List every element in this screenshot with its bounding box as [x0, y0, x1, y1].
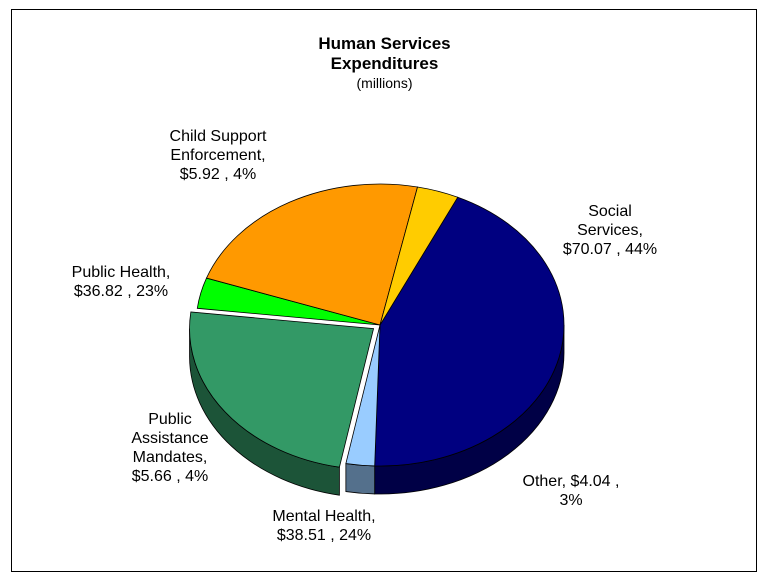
pie-slice-social-services	[374, 196, 565, 467]
data-label-line: $70.07 , 44%	[563, 241, 657, 258]
data-label-line: Mental Health,	[272, 508, 375, 525]
data-label-other: Other, $4.04 , 3%	[523, 473, 620, 509]
data-label-line: Assistance	[131, 430, 208, 447]
pie-tops	[189, 183, 565, 468]
data-label-public-health: Public Health, $36.82 , 23%	[72, 264, 171, 300]
data-label-line: Social	[588, 203, 632, 220]
pie-slice-mental-health	[189, 311, 375, 468]
data-label-line: 3%	[559, 492, 582, 509]
data-label-line: Other, $4.04 ,	[523, 473, 620, 490]
data-label-mental-health: Mental Health, $38.51 , 24%	[272, 508, 375, 544]
data-label-line: $38.51 , 24%	[277, 527, 371, 544]
data-label-public-assistance-mandates: Public Assistance Mandates, $5.66 , 4%	[131, 411, 208, 485]
pie-slice-other	[345, 324, 381, 467]
data-label-line: Child Support	[170, 128, 268, 145]
data-label-line: Services,	[577, 222, 643, 239]
pie-labels: Social Services, $70.07 , 44% Other, $4.04 …	[72, 128, 658, 544]
data-label-child-support-enforcement: Child Support Enforcement, $5.92 , 4%	[170, 128, 268, 183]
data-label-social-services: Social Services, $70.07 , 44%	[563, 203, 657, 258]
pie-side-other	[345, 463, 376, 495]
data-label-line: $5.66 , 4%	[132, 468, 209, 485]
data-label-line: $5.92 , 4%	[180, 166, 257, 183]
data-label-line: Public	[148, 411, 192, 428]
data-label-line: Enforcement,	[170, 147, 265, 164]
data-label-line: Mandates,	[133, 449, 208, 466]
data-label-line: $36.82 , 23%	[74, 283, 168, 300]
pie-slice-child-support-enforcement	[379, 186, 459, 326]
data-label-line: Public Health,	[72, 264, 171, 281]
chart-subtitle: (millions)	[356, 75, 413, 91]
chart-title: Human Services Expenditures	[318, 34, 451, 73]
chart-title-block: Human Services Expenditures (millions)	[0, 34, 769, 92]
pie-slice-public-health	[205, 183, 419, 326]
